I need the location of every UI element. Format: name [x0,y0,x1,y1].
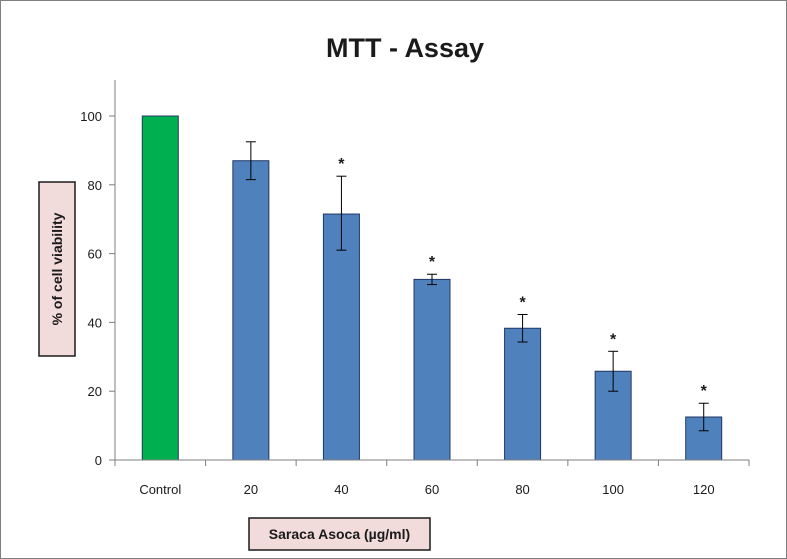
bar-Control [141,115,179,461]
x-tick-label-100: 100 [602,482,624,497]
y-tick-label-0: 0 [95,453,102,468]
x-tick-label-120: 120 [693,482,715,497]
tick-labels-layer: Control 20 * 40 * 60 * 80 * 100 * 120 0 20 40 60 80 100 [80,109,714,497]
bar-40 [322,213,360,461]
significance-marker-120: * [701,383,708,400]
x-tick-label-60: 60 [425,482,439,497]
bar-60 [413,278,451,461]
significance-marker-100: * [610,331,617,348]
y-axis-label-background [38,181,76,357]
y-tick-label-100: 100 [80,109,102,124]
x-tick-label-80: 80 [515,482,529,497]
x-axis-label-box: Saraca Asoca (µg/ml) [248,517,431,551]
significance-marker-80: * [519,294,526,311]
y-tick-label-40: 40 [88,315,102,330]
significance-marker-60: * [429,254,436,271]
x-axis-label-background [248,517,431,551]
chart-title: MTT - Assay [326,33,484,63]
y-tick-label-80: 80 [88,178,102,193]
y-axis-label-box: % of cell viability [38,181,76,357]
x-tick-label-20: 20 [244,482,258,497]
x-axis-label: Saraca Asoca (µg/ml) [269,526,410,542]
x-tick-label-Control: Control [139,482,181,497]
y-tick-label-20: 20 [88,384,102,399]
significance-marker-40: * [338,156,345,173]
x-tick-label-40: 40 [334,482,348,497]
bar-20 [232,160,270,461]
error-bars-layer [245,141,709,432]
axes-layer [109,80,750,466]
y-axis-label: % of cell viability [49,212,65,325]
bar-80 [504,327,542,461]
bars-layer [141,115,723,461]
y-tick-label-60: 60 [88,247,102,262]
